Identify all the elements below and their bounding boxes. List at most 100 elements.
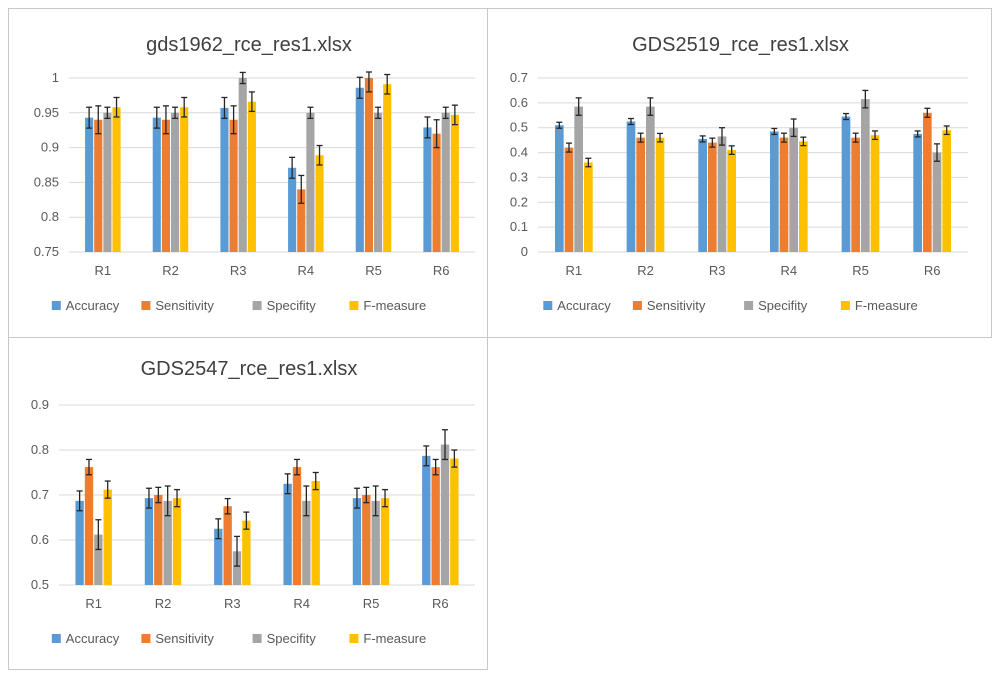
y-tick-label: 1 xyxy=(52,70,59,85)
bar-sensitivity-r4 xyxy=(779,137,789,252)
bar-f-measure-r4 xyxy=(799,141,808,252)
x-tick-label: R6 xyxy=(433,263,450,278)
bar-specifity-r5 xyxy=(374,112,383,252)
legend-swatch-accuracy xyxy=(543,301,553,310)
legend-swatch-accuracy xyxy=(51,634,61,643)
bar-f-measure-r1 xyxy=(112,107,121,253)
chart-panel-gds2547: GDS2547_rce_res1.xlsx 0.5 0.6 0.7 0.8 0.9 R1 R2… xyxy=(8,337,488,670)
x-tick-label: R3 xyxy=(230,263,247,278)
bar-accuracy-r4 xyxy=(288,167,297,252)
bar-sensitivity-r4 xyxy=(297,189,306,252)
x-tick-label: R2 xyxy=(155,596,172,611)
bar-accuracy-r1 xyxy=(75,500,84,585)
y-tick-label: 0.9 xyxy=(41,140,59,155)
bar-specifity-r4 xyxy=(302,500,311,585)
bar-f-measure-r2 xyxy=(655,137,665,252)
bar-specifity-r6 xyxy=(441,112,450,252)
bar-sensitivity-r1 xyxy=(84,467,94,585)
legend-label: F-measure xyxy=(855,298,918,313)
legend-label: F-measure xyxy=(363,298,426,313)
bar-specifity-r5 xyxy=(861,99,870,252)
bar-sensitivity-r2 xyxy=(161,119,170,252)
bar-f-measure-r5 xyxy=(380,498,390,585)
bar-specifity-r6 xyxy=(932,152,942,252)
x-tick-label: R6 xyxy=(432,596,449,611)
bar-sensitivity-r1 xyxy=(94,119,103,252)
bar-accuracy-r6 xyxy=(913,133,922,252)
bar-specifity-r3 xyxy=(232,551,242,585)
x-tick-label: R5 xyxy=(852,263,869,278)
bar-accuracy-r4 xyxy=(769,131,779,252)
bar-chart-gds1962: gds1962_rce_res1.xlsx 0.75 0.8 0.85 0.9 0.95 1… xyxy=(34,34,475,313)
x-tick-label: R4 xyxy=(293,596,310,611)
chart-title: GDS2519_rce_res1.xlsx xyxy=(632,34,849,56)
legend-label: Accuracy xyxy=(66,298,120,313)
bar-sensitivity-r6 xyxy=(922,112,932,252)
y-tick-label: 0.6 xyxy=(31,532,49,547)
bar-specifity-r1 xyxy=(103,112,112,252)
y-tick-label: 0.85 xyxy=(34,174,59,189)
legend-label: Sensitivity xyxy=(647,298,706,313)
bar-sensitivity-r5 xyxy=(851,137,860,252)
x-tick-label: R1 xyxy=(85,596,102,611)
bar-specifity-r2 xyxy=(163,500,172,585)
x-tick-label: R6 xyxy=(924,263,941,278)
y-tick-label: 0.4 xyxy=(510,145,528,160)
bar-sensitivity-r6 xyxy=(432,133,441,252)
bar-specifity-r4 xyxy=(789,127,799,252)
bar-accuracy-r3 xyxy=(214,528,223,585)
legend-label: Specifity xyxy=(267,298,317,313)
bar-accuracy-r3 xyxy=(220,107,229,252)
x-tick-label: R3 xyxy=(224,596,241,611)
bar-accuracy-r5 xyxy=(841,116,851,253)
bar-f-measure-r5 xyxy=(383,84,392,252)
bar-sensitivity-r2 xyxy=(154,495,163,585)
bar-chart-gds2547: GDS2547_rce_res1.xlsx 0.5 0.6 0.7 0.8 0.9 R1 R2… xyxy=(31,358,475,646)
y-tick-label: 0 xyxy=(521,244,528,259)
chart-title: gds1962_rce_res1.xlsx xyxy=(146,34,352,56)
legend-swatch-sensitivity xyxy=(632,301,642,310)
bar-specifity-r2 xyxy=(171,112,180,252)
bar-accuracy-r1 xyxy=(85,117,94,252)
bar-accuracy-r6 xyxy=(422,455,431,585)
bar-specifity-r1 xyxy=(574,106,584,252)
bar-f-measure-r3 xyxy=(242,520,251,585)
bar-chart-gds2519: GDS2519_rce_res1.xlsx 0 0.1 0.2 0.3 0.4 0.5 0.6… xyxy=(510,34,968,313)
x-tick-label: R1 xyxy=(95,263,112,278)
x-tick-label: R4 xyxy=(781,263,798,278)
bar-specifity-r3 xyxy=(238,78,247,252)
legend-swatch-specifity xyxy=(252,301,262,310)
y-tick-label: 0.1 xyxy=(510,219,528,234)
legend-label: Sensitivity xyxy=(155,631,214,646)
bar-specifity-r5 xyxy=(371,500,380,585)
bar-accuracy-r2 xyxy=(626,121,636,252)
y-tick-label: 0.75 xyxy=(34,244,59,259)
bar-f-measure-r4 xyxy=(311,481,320,585)
y-tick-label: 0.8 xyxy=(41,209,59,224)
chart-title: GDS2547_rce_res1.xlsx xyxy=(141,358,358,380)
bar-specifity-r2 xyxy=(646,106,655,252)
bar-sensitivity-r5 xyxy=(362,495,371,585)
x-tick-label: R2 xyxy=(637,263,654,278)
legend-label: Accuracy xyxy=(66,631,120,646)
bar-f-measure-r3 xyxy=(727,150,737,252)
bar-specifity-r3 xyxy=(717,136,727,252)
x-tick-label: R3 xyxy=(709,263,726,278)
bar-accuracy-r1 xyxy=(554,125,564,252)
legend-swatch-f-measure xyxy=(349,634,359,643)
bar-accuracy-r5 xyxy=(355,87,364,252)
y-tick-label: 0.7 xyxy=(510,70,528,85)
bar-sensitivity-r3 xyxy=(707,142,717,252)
y-tick-label: 0.7 xyxy=(31,487,49,502)
y-tick-label: 0.2 xyxy=(510,194,528,209)
bar-f-measure-r6 xyxy=(942,130,952,252)
bar-f-measure-r2 xyxy=(180,107,189,253)
x-tick-label: R4 xyxy=(298,263,315,278)
legend-label: Specifity xyxy=(267,631,317,646)
legend-swatch-f-measure xyxy=(840,301,850,310)
y-tick-label: 0.9 xyxy=(31,397,49,412)
bar-accuracy-r2 xyxy=(144,498,154,585)
bar-sensitivity-r6 xyxy=(431,467,440,585)
bar-sensitivity-r3 xyxy=(223,506,232,585)
legend-label: F-measure xyxy=(363,631,426,646)
